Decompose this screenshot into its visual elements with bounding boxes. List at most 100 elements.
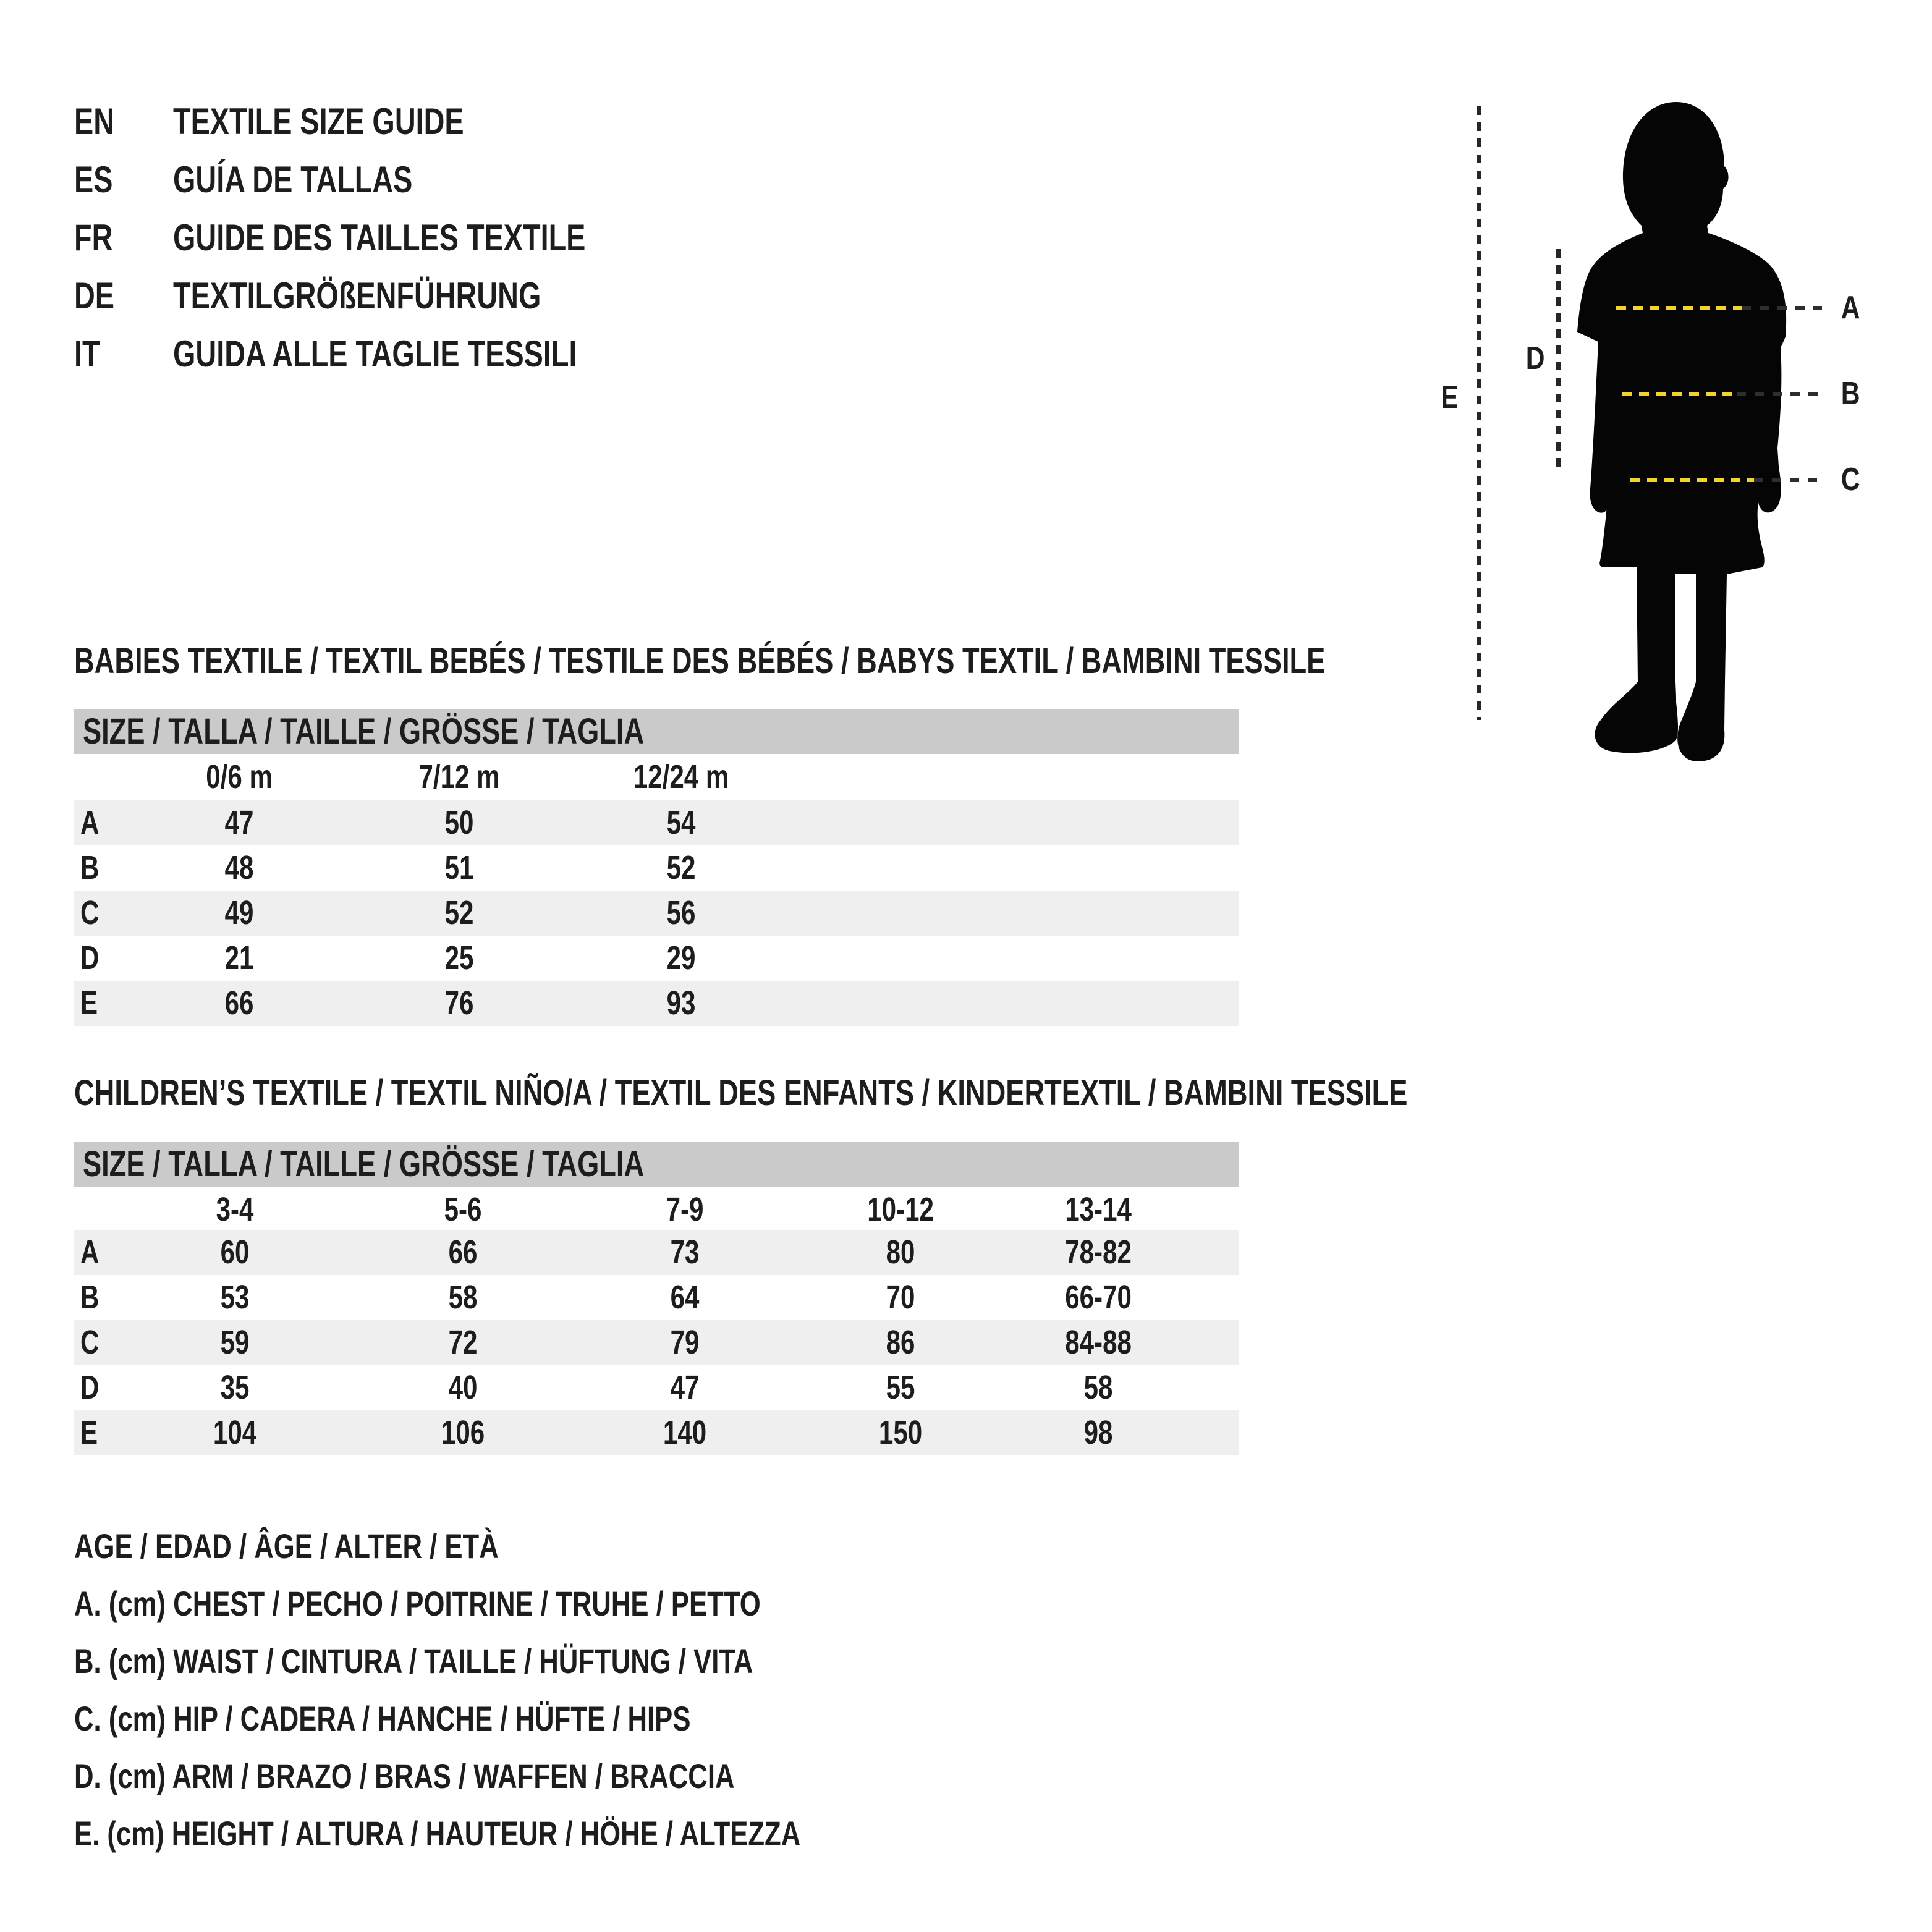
children-section-title: CHILDREN’S TEXTILE / TEXTIL NIÑO/A / TEX… (74, 1073, 1408, 1113)
row-label: B (80, 1279, 100, 1316)
table-cell: 150 (878, 1414, 923, 1451)
table-cell: 49 (224, 894, 254, 931)
row-label: C (80, 1324, 100, 1361)
language-row: IT GUIDA ALLE TAGLIE TESSILI (74, 325, 702, 383)
row-label: A (80, 1234, 100, 1271)
column-header: 5-6 (444, 1191, 482, 1228)
column-header: 3-4 (216, 1191, 254, 1228)
table-cell: 58 (448, 1279, 478, 1316)
table-row: B 53 58 64 70 66-70 (74, 1275, 1239, 1320)
guide-title: GUÍA DE TALLAS (173, 159, 413, 200)
hip-measure-leader-c (1754, 478, 1822, 482)
chest-measure-line-a (1616, 306, 1742, 310)
language-row: DE TEXTILGRÖßENFÜHRUNG (74, 267, 702, 325)
language-title-list: EN TEXTILE SIZE GUIDE ES GUÍA DE TALLAS … (74, 93, 702, 383)
child-silhouette-image (1577, 102, 1787, 761)
column-header: 12/24 m (633, 758, 729, 795)
column-header: 7-9 (666, 1191, 704, 1228)
row-label: C (80, 894, 100, 931)
table-cell: 104 (213, 1414, 257, 1451)
label-d: D (1526, 341, 1545, 376)
table-cell: 86 (886, 1324, 915, 1361)
table-cell: 80 (886, 1234, 915, 1271)
table-cell: 58 (1083, 1369, 1113, 1406)
label-b: B (1841, 376, 1860, 412)
table-cell: 84-88 (1065, 1324, 1132, 1361)
legend-line-waist: B. (cm) WAIST / CINTURA / TAILLE / HÜFTU… (74, 1642, 753, 1680)
table-cell: 50 (444, 804, 474, 841)
table-cell: 76 (444, 985, 474, 1022)
table-row: C 59 72 79 86 84-88 (74, 1320, 1239, 1365)
arm-measure-line-d (1556, 249, 1561, 467)
table-cell: 52 (444, 894, 474, 931)
guide-title: GUIDA ALLE TAGLIE TESSILI (173, 333, 577, 375)
waist-measure-line-b (1622, 392, 1737, 396)
column-header: 7/12 m (418, 758, 500, 795)
table-cell: 140 (663, 1414, 707, 1451)
table-cell: 29 (666, 939, 696, 977)
table-cell: 25 (444, 939, 474, 977)
hip-measure-line-c (1630, 478, 1754, 482)
table-cell: 47 (224, 804, 254, 841)
table-row: E 104 106 140 150 98 (74, 1410, 1239, 1455)
measurement-legend: AGE / EDAD / ÂGE / ALTER / ETÀ A. (cm) C… (74, 1517, 1006, 1862)
babies-column-headers: 0/6 m 7/12 m 12/24 m (74, 754, 1239, 800)
table-cell: 78-82 (1065, 1234, 1132, 1271)
table-cell: 98 (1083, 1414, 1113, 1451)
row-label: B (80, 849, 100, 886)
table-cell: 35 (220, 1369, 250, 1406)
babies-section-title: BABIES TEXTILE / TEXTIL BEBÉS / TESTILE … (74, 641, 1326, 681)
row-label: E (80, 985, 98, 1022)
table-cell: 51 (444, 849, 474, 886)
height-measure-line-e (1477, 106, 1481, 720)
language-code: EN (74, 101, 115, 142)
size-header-bar: SIZE / TALLA / TAILLE / GRÖSSE / TAGLIA (74, 709, 1239, 754)
table-cell: 55 (886, 1369, 915, 1406)
size-header-text: SIZE / TALLA / TAILLE / GRÖSSE / TAGLIA (83, 711, 645, 752)
column-header: 10-12 (867, 1191, 934, 1228)
legend-line-age: AGE / EDAD / ÂGE / ALTER / ETÀ (74, 1527, 499, 1566)
table-cell: 53 (220, 1279, 250, 1316)
table-cell: 21 (224, 939, 254, 977)
table-cell: 73 (670, 1234, 700, 1271)
table-row: D 21 25 29 (74, 936, 1239, 981)
size-header-text: SIZE / TALLA / TAILLE / GRÖSSE / TAGLIA (83, 1144, 645, 1184)
table-cell: 40 (448, 1369, 478, 1406)
language-code: FR (74, 217, 113, 258)
language-row: FR GUIDE DES TAILLES TEXTILE (74, 209, 702, 267)
label-e: E (1441, 379, 1459, 415)
table-cell: 70 (886, 1279, 915, 1316)
table-row: A 60 66 73 80 78-82 (74, 1230, 1239, 1275)
size-header-bar: SIZE / TALLA / TAILLE / GRÖSSE / TAGLIA (74, 1142, 1239, 1187)
children-column-headers: 3-4 5-6 7-9 10-12 13-14 (74, 1187, 1239, 1230)
table-cell: 47 (670, 1369, 700, 1406)
language-code: IT (74, 333, 100, 375)
table-cell: 79 (670, 1324, 700, 1361)
guide-title: GUIDE DES TAILLES TEXTILE (173, 217, 586, 258)
legend-line-arm: D. (cm) ARM / BRAZO / BRAS / WAFFEN / BR… (74, 1756, 735, 1795)
row-label: D (80, 939, 100, 977)
table-cell: 66-70 (1065, 1279, 1132, 1316)
children-size-table: SIZE / TALLA / TAILLE / GRÖSSE / TAGLIA … (74, 1142, 1239, 1455)
table-cell: 93 (666, 985, 696, 1022)
table-row: A 47 50 54 (74, 800, 1239, 845)
legend-line-chest: A. (cm) CHEST / PECHO / POITRINE / TRUHE… (74, 1584, 761, 1623)
table-cell: 64 (670, 1279, 700, 1316)
chest-measure-leader-a (1742, 306, 1822, 310)
label-a: A (1841, 290, 1860, 326)
table-cell: 52 (666, 849, 696, 886)
table-cell: 72 (448, 1324, 478, 1361)
language-code: ES (74, 159, 113, 200)
row-label: D (80, 1369, 100, 1406)
legend-line-height: E. (cm) HEIGHT / ALTURA / HAUTEUR / HÖHE… (74, 1814, 801, 1853)
language-row: EN TEXTILE SIZE GUIDE (74, 93, 702, 151)
guide-title: TEXTILE SIZE GUIDE (173, 101, 464, 142)
row-label: A (80, 804, 100, 841)
table-row: C 49 52 56 (74, 891, 1239, 936)
column-header: 13-14 (1065, 1191, 1132, 1228)
table-row: E 66 76 93 (74, 981, 1239, 1026)
table-cell: 59 (220, 1324, 250, 1361)
table-row: D 35 40 47 55 58 (74, 1365, 1239, 1410)
table-cell: 48 (224, 849, 254, 886)
